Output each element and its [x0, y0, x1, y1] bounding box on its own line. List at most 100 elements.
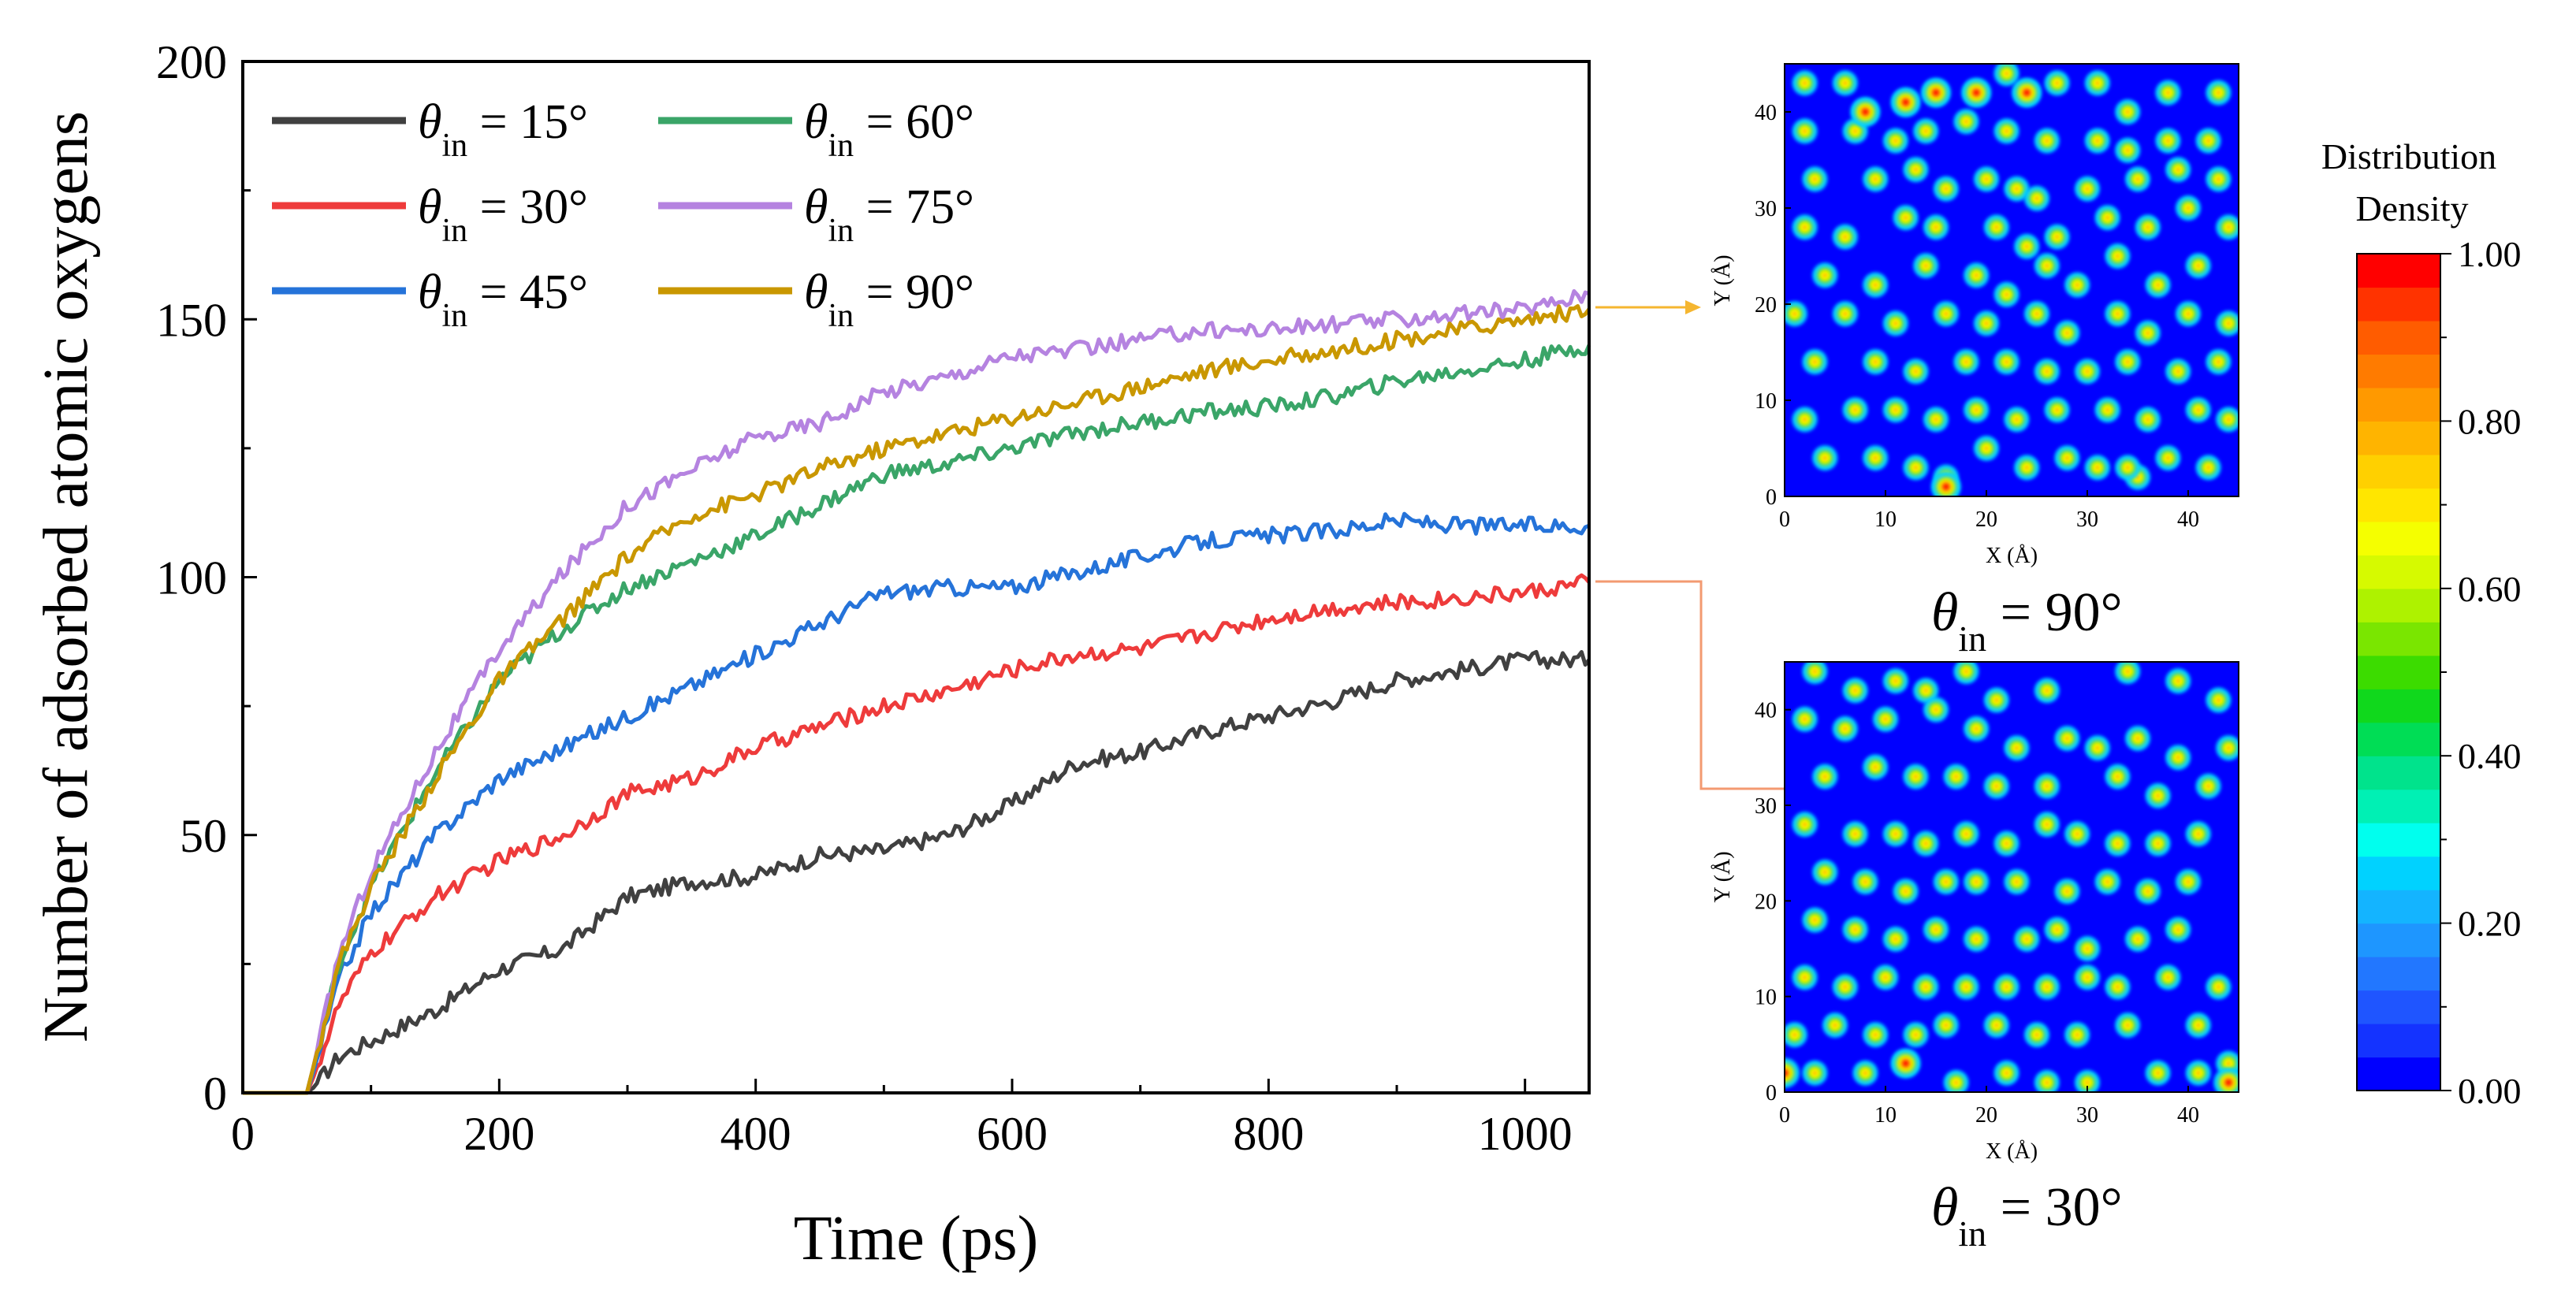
blob-core-red: [1862, 109, 1869, 115]
legend-symbol: θ: [418, 266, 441, 319]
blob-core: [2155, 841, 2161, 846]
colorbar-band: [2357, 1057, 2440, 1091]
density-blob: [1812, 764, 1838, 790]
blob-core: [1934, 927, 1938, 932]
density-blob: [2014, 233, 2040, 259]
density-blob: [2075, 359, 2100, 385]
blob-core: [1802, 128, 1807, 134]
blob-core: [1873, 1032, 1878, 1038]
density-blob: [2206, 974, 2232, 1000]
blob-core: [2044, 1079, 2049, 1085]
legend-symbol: θ: [418, 180, 441, 234]
blob-core: [2085, 369, 2090, 374]
blob-core: [2125, 1023, 2131, 1028]
heatmap-30-frame: [1784, 661, 2239, 1093]
main-xlabel: Time (ps): [794, 1204, 1038, 1273]
blob-core: [1984, 446, 1989, 451]
density-blob: [1913, 831, 1939, 857]
density-blob: [2004, 407, 2030, 433]
density-blob: [2075, 1069, 2100, 1092]
blob-core: [1934, 707, 1938, 712]
blob-core: [2044, 984, 2049, 990]
colorbar-band: [2357, 588, 2440, 622]
blob-core: [1852, 831, 1858, 837]
colorbar-band: [2357, 488, 2440, 522]
legend-label: θin = 90°: [804, 266, 974, 334]
blob-core: [2195, 407, 2201, 413]
density-blob: [2195, 773, 2221, 799]
blob-core: [1974, 879, 1979, 885]
blob-core: [2176, 755, 2181, 760]
density-blob: [1923, 214, 1949, 240]
blob-core: [1822, 869, 1828, 875]
density-blob: [2165, 359, 2191, 385]
density-blob: [2024, 301, 2049, 327]
blob-core: [1792, 311, 1797, 317]
density-blob: [1903, 359, 1929, 385]
blob-core: [1974, 273, 1979, 278]
density-blob: [1974, 436, 1999, 461]
legend-label: θin = 60°: [804, 95, 974, 164]
blob-core: [1923, 263, 1929, 269]
density-blob: [2165, 157, 2191, 183]
main-ylabel: Number of adsorbed atomic oxygens: [32, 111, 101, 1042]
blob-core: [2226, 321, 2232, 326]
density-blob: [1933, 301, 1959, 327]
blob-core: [2094, 138, 2100, 143]
blob-core: [1893, 321, 1898, 326]
density-blob: [1802, 662, 1828, 685]
density-blob: [2084, 128, 2110, 154]
density-blob: [2105, 831, 2131, 857]
density-blob: [2024, 185, 2049, 211]
density-blob: [1792, 214, 1818, 240]
colorbar-band: [2357, 789, 2440, 823]
blob-core: [1873, 359, 1878, 365]
colorbar-band: [2357, 254, 2440, 288]
x-tick-label: 800: [1233, 1108, 1304, 1160]
density-blob: [2054, 320, 2080, 346]
blob-core: [2085, 1079, 2090, 1085]
density-blob: [2034, 678, 2060, 704]
density-blob: [2034, 359, 2060, 385]
blob-core: [2125, 147, 2131, 153]
density-blob: [2094, 397, 2120, 423]
density-blob: [1903, 764, 1929, 790]
density-blob: [2135, 879, 2161, 905]
colorbar-band: [2357, 1024, 2440, 1058]
blob-core: [2034, 311, 2039, 317]
density-blob: [2004, 176, 2030, 202]
density-blob: [2135, 407, 2161, 433]
density-blob: [1943, 1069, 1969, 1092]
legend-subscript: in: [441, 128, 467, 164]
legend-subscript: in: [441, 298, 467, 334]
density-blob: [1953, 974, 1979, 1000]
hm-x-tick-label: 20: [1975, 507, 1997, 532]
blob-core-red: [1902, 98, 1909, 106]
density-blob: [2044, 70, 2070, 96]
blob-core: [1993, 225, 1999, 230]
blob-core: [2165, 975, 2171, 980]
blob-core: [2125, 465, 2131, 470]
blob-core: [2125, 359, 2131, 365]
heatmap-90-ticks: 0 10 20 30 40 0 10 20 30 40: [1755, 101, 2199, 532]
density-blob: [2075, 176, 2100, 202]
heatmap-30-blobs: [1785, 662, 2239, 1092]
density-blob: [2094, 869, 2120, 895]
hm-x-tick-label: 30: [2076, 507, 2098, 532]
density-blob: [1964, 262, 1990, 288]
density-blob: [2064, 272, 2090, 298]
density-blob: [2044, 397, 2070, 423]
blob-core: [2145, 225, 2150, 230]
density-blob: [2054, 726, 2080, 752]
density-blob: [1792, 706, 1818, 732]
hm-y-tick-label: 20: [1755, 293, 1777, 318]
blob-core: [2064, 889, 2070, 894]
blob-core: [2115, 841, 2120, 846]
colorbar-ticks: 1.00 0.80 0.60 0.40 0.20 0.00: [2440, 234, 2522, 1111]
legend-label: θin = 30°: [418, 180, 588, 249]
series-line-4: [243, 289, 1590, 1095]
blob-core: [1964, 359, 1969, 365]
density-blob: [1953, 821, 1979, 847]
blob-core: [2014, 186, 2019, 191]
density-blob: [2125, 726, 2150, 752]
